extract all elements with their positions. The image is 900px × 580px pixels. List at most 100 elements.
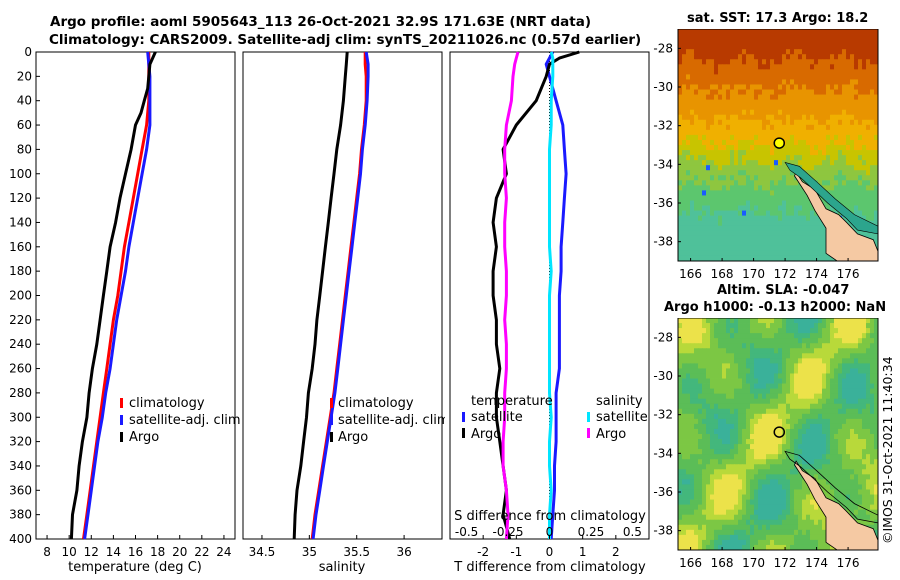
- map-cell: [818, 464, 823, 470]
- map-cell: [714, 454, 719, 460]
- map-cell: [686, 418, 691, 425]
- map-cell: [790, 529, 795, 536]
- map-cell: [762, 529, 767, 536]
- map-cell: [762, 99, 767, 106]
- map-cell: [698, 393, 703, 400]
- map-cell: [774, 94, 779, 101]
- map-cell: [714, 84, 719, 90]
- map-cell: [854, 160, 859, 166]
- map-cell: [694, 54, 699, 60]
- map-cell: [742, 333, 747, 339]
- map-cell: [730, 129, 735, 136]
- map-cell: [838, 363, 843, 369]
- map-cell: [694, 479, 699, 485]
- map-cell: [750, 484, 755, 490]
- map-cell: [842, 114, 847, 121]
- map-cell: [746, 235, 751, 242]
- map-cell: [762, 255, 767, 262]
- map-cell: [710, 79, 715, 85]
- map-cell: [778, 205, 783, 211]
- map-cell: [830, 479, 835, 485]
- map-cell: [786, 250, 791, 257]
- map-cell: [806, 255, 811, 262]
- map-cell: [754, 39, 759, 45]
- map-cell: [686, 185, 691, 191]
- map-cell: [690, 39, 695, 45]
- map-cell: [802, 165, 807, 171]
- map-cell: [718, 185, 723, 191]
- map-cell: [770, 469, 775, 475]
- continental-shelf: [784, 161, 879, 235]
- map-cell: [858, 104, 863, 111]
- map-cell: [722, 348, 727, 354]
- map-cell: [798, 220, 803, 227]
- map-cell: [802, 489, 807, 495]
- map-cell: [694, 383, 699, 390]
- y-tick-label: 40: [17, 94, 32, 108]
- map-cell: [846, 94, 851, 101]
- map-cell: [778, 245, 783, 252]
- map-cell: [710, 499, 715, 506]
- map-cell: [778, 479, 783, 485]
- map-cell: [722, 439, 727, 445]
- map-cell: [870, 170, 875, 176]
- map-cell: [874, 104, 879, 111]
- map-cell: [738, 338, 743, 344]
- map-cell: [786, 49, 791, 55]
- map-cell: [714, 459, 719, 465]
- map-cell: [706, 509, 711, 516]
- map-cell: [686, 348, 691, 354]
- map-cell: [754, 74, 759, 80]
- map-cell: [758, 434, 763, 440]
- map-cell: [770, 180, 775, 186]
- map-cell: [702, 408, 707, 415]
- map-cell: [838, 449, 843, 455]
- map-cell: [842, 64, 847, 70]
- map-cell: [870, 418, 875, 425]
- map-cell: [866, 210, 871, 217]
- map-cell: [822, 255, 827, 262]
- map-cell: [758, 139, 763, 146]
- map-cell: [866, 348, 871, 354]
- map-cell: [794, 134, 799, 141]
- map-cell: [810, 494, 815, 500]
- map-cell: [810, 469, 815, 475]
- map-cell: [782, 74, 787, 80]
- map-cell: [682, 484, 687, 490]
- map-cell: [834, 59, 839, 65]
- map-cell: [710, 49, 715, 55]
- map-cell: [850, 383, 855, 390]
- map-cell: [870, 34, 875, 40]
- map-cell: [794, 34, 799, 40]
- map-cell: [806, 114, 811, 121]
- map-cell: [834, 378, 839, 384]
- map-cell: [686, 363, 691, 369]
- s-tick-label: 0.5: [623, 525, 642, 539]
- map-cell: [774, 99, 779, 106]
- map-cell: [690, 348, 695, 354]
- map-cell: [830, 428, 835, 435]
- map-cell: [850, 449, 855, 455]
- map-cell: [826, 348, 831, 354]
- map-cell: [770, 378, 775, 384]
- map-cell: [794, 353, 799, 359]
- map-cell: [866, 418, 871, 425]
- map-cell: [850, 504, 855, 511]
- map-cell: [790, 343, 795, 349]
- map-cell: [822, 124, 827, 131]
- x-tick-label: 176: [837, 556, 860, 570]
- map-cell: [818, 474, 823, 480]
- map-cell: [822, 119, 827, 126]
- map-cell: [874, 34, 879, 40]
- map-cell: [694, 423, 699, 430]
- map-cell: [814, 49, 819, 55]
- map-cell: [866, 39, 871, 45]
- map-cell: [678, 195, 683, 201]
- map-cell: [710, 114, 715, 121]
- map-cell: [714, 373, 719, 379]
- map-cell: [734, 519, 739, 526]
- map-cell: [730, 250, 735, 257]
- map-cell: [686, 225, 691, 232]
- map-cell: [854, 479, 859, 485]
- map-cell: [722, 74, 727, 80]
